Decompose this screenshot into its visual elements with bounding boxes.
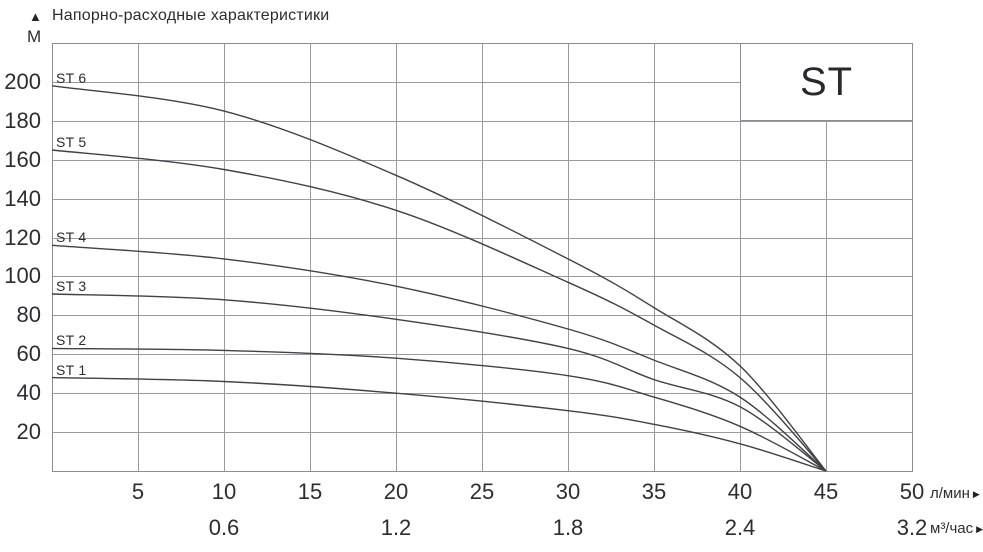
series-family-label: ST [799, 59, 854, 104]
secondary-axis-tick-label: 1.8 [552, 515, 584, 540]
curve-st-6 [51, 85, 827, 472]
x-axis-unit-lmin: л/мин ▶ [930, 486, 980, 501]
x-axis-tick-label: 15 [297, 479, 323, 504]
y-axis-tick-label: 100 [4, 263, 41, 289]
x-axis-tick-label: 10 [211, 479, 237, 504]
curve-label-st-6: ST 6 [56, 69, 87, 86]
y-axis-tick-label: 120 [4, 224, 41, 250]
secondary-axis-tick-label: 1.2 [380, 515, 412, 540]
secondary-axis-tick-label: 2.4 [724, 515, 756, 540]
x-axis-tick-label: 25 [469, 479, 495, 504]
y-axis-tick-label: 160 [4, 146, 41, 172]
x-axis-unit-m3h-label: м³/час [930, 520, 974, 537]
y-axis-unit-label: М [27, 27, 42, 46]
x-axis-unit-lmin-label: л/мин [930, 485, 970, 502]
right-arrow-icon: ▶ [972, 489, 980, 499]
curve-st-2 [51, 347, 827, 472]
chart-title: Напорно-расходные характеристики [52, 7, 330, 24]
y-axis-tick-label: 140 [4, 185, 41, 211]
curve-label-st-5: ST 5 [56, 134, 87, 150]
curve-st-4 [51, 244, 827, 472]
x-axis-tick-label: 30 [555, 479, 581, 504]
x-axis-tick-label: 35 [641, 479, 667, 504]
y-axis-tick-label: 40 [16, 380, 41, 406]
y-axis-tick-label: 180 [4, 107, 41, 133]
x-axis-tick-label: 45 [813, 479, 839, 504]
x-axis-unit-m3h: м³/час ▶ [930, 521, 983, 536]
curve-label-st-3: ST 3 [56, 277, 87, 294]
right-arrow-icon: ▶ [976, 524, 983, 534]
curve-st-5 [51, 149, 827, 472]
x-axis-tick-label: 50 [899, 479, 925, 504]
y-axis-tick-label: 60 [16, 341, 41, 367]
y-axis-tick-label: 80 [16, 302, 41, 328]
secondary-axis-tick-label: 0.6 [208, 515, 240, 540]
y-axis-up-arrow-icon: ▲ [29, 9, 42, 24]
plot-border [52, 43, 913, 472]
y-axis-tick-label: 20 [16, 419, 41, 445]
curve-st-3 [51, 293, 827, 472]
secondary-axis-tick-label: 3.2 [896, 515, 928, 540]
series-family-box: ST [740, 43, 913, 121]
curve-label-st-1: ST 1 [56, 361, 87, 378]
curve-st-1 [51, 376, 827, 472]
x-axis-tick-label: 40 [727, 479, 753, 504]
curve-label-st-2: ST 2 [56, 332, 87, 349]
curve-label-st-4: ST 4 [56, 229, 87, 246]
y-axis-tick-label: 200 [4, 68, 41, 94]
x-axis-tick-label: 20 [383, 479, 409, 504]
x-axis-tick-label: 5 [131, 479, 145, 504]
